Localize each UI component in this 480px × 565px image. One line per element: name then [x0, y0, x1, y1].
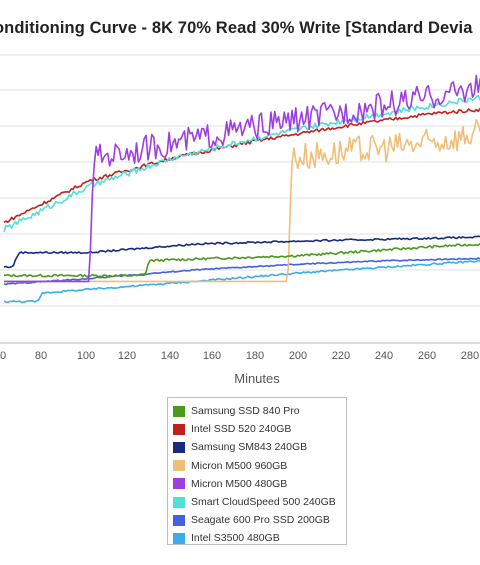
legend-item: Seagate 600 Pro SSD 200GB	[168, 511, 346, 529]
legend-label: Intel SSD 520 240GB	[191, 423, 292, 436]
x-tick-label: 220	[332, 350, 350, 362]
x-tick-label: 200	[289, 350, 307, 362]
series-line	[3, 242, 480, 278]
x-tick-label: 80	[35, 350, 47, 362]
legend-swatch	[173, 478, 185, 490]
legend-label: Samsung SM843 240GB	[191, 441, 308, 454]
series-line	[3, 257, 480, 286]
x-tick-labels: 0 80 100 120 140 160 180 200 220 240 260 280	[0, 350, 479, 362]
x-tick-label: 160	[203, 350, 221, 362]
legend-item: Intel SSD 520 240GB	[168, 420, 346, 438]
legend-item: Smart CloudSpeed 500 240GB	[168, 493, 346, 511]
series-line	[3, 107, 480, 224]
chart-plot: 0 80 100 120 140 160 180 200 220 240 260 280 Minute…	[0, 54, 480, 386]
x-tick-label: 120	[118, 350, 136, 362]
legend: Samsung SSD 840 Pro Intel SSD 520 240GB Sa…	[167, 397, 347, 545]
x-axis-title: Minutes	[234, 371, 280, 386]
legend-item: Intel S3500 480GB	[168, 529, 346, 547]
series-line	[4, 74, 480, 283]
series-line	[3, 94, 480, 233]
x-tick-label: 180	[246, 350, 264, 362]
legend-label: Micron M500 480GB	[191, 477, 288, 490]
legend-swatch	[173, 514, 185, 526]
legend-label: Intel S3500 480GB	[191, 532, 280, 545]
x-tick-label: 0	[0, 350, 6, 362]
series-line	[3, 259, 480, 304]
legend-swatch	[173, 460, 185, 472]
gridlines	[0, 54, 480, 344]
legend-swatch	[173, 496, 185, 508]
series-line	[3, 235, 480, 269]
x-tick-label: 280	[461, 350, 479, 362]
x-tick-label: 260	[418, 350, 436, 362]
legend-swatch	[173, 441, 185, 453]
legend-swatch	[173, 423, 185, 435]
legend-item: Samsung SSD 840 Pro	[168, 402, 346, 420]
series-lines	[3, 74, 480, 304]
x-tick-label: 100	[77, 350, 95, 362]
legend-swatch	[173, 405, 185, 417]
legend-item: Micron M500 480GB	[168, 475, 346, 493]
legend-label: Smart CloudSpeed 500 240GB	[191, 496, 336, 509]
legend-item: Micron M500 960GB	[168, 457, 346, 475]
chart-title: onditioning Curve - 8K 70% Read 30% Writ…	[0, 19, 473, 37]
legend-label: Micron M500 960GB	[191, 459, 288, 472]
legend-item: Samsung SM843 240GB	[168, 438, 346, 456]
x-tick-label: 140	[161, 350, 179, 362]
legend-label: Samsung SSD 840 Pro	[191, 405, 300, 418]
legend-swatch	[173, 532, 185, 544]
x-tick-label: 240	[375, 350, 393, 362]
legend-label: Seagate 600 Pro SSD 200GB	[191, 514, 330, 527]
